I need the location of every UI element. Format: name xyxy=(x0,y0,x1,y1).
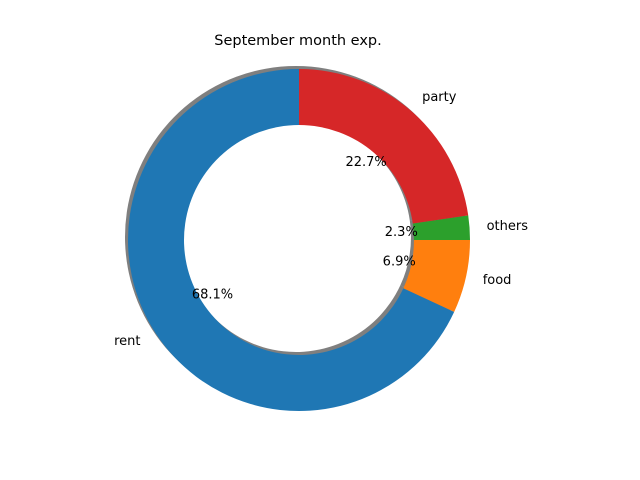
chart-labels: rent 68.1% food 6.9% others 2.3% party 22.7% xyxy=(114,90,528,349)
slice-pct-others: 2.3% xyxy=(385,225,418,240)
slice-party xyxy=(299,68,469,224)
chart-slices xyxy=(127,68,470,411)
slice-pct-food: 6.9% xyxy=(383,255,416,270)
slice-label-rent: rent xyxy=(114,334,140,349)
slice-rent xyxy=(127,69,455,411)
slice-food xyxy=(403,240,470,312)
slice-label-others: others xyxy=(487,219,529,234)
slice-label-party: party xyxy=(422,90,457,105)
slice-others xyxy=(412,215,470,240)
slice-pct-rent: 68.1% xyxy=(192,288,233,303)
chart-title: September month exp. xyxy=(214,33,382,49)
slice-label-food: food xyxy=(483,273,512,288)
slice-pct-party: 22.7% xyxy=(345,155,386,170)
